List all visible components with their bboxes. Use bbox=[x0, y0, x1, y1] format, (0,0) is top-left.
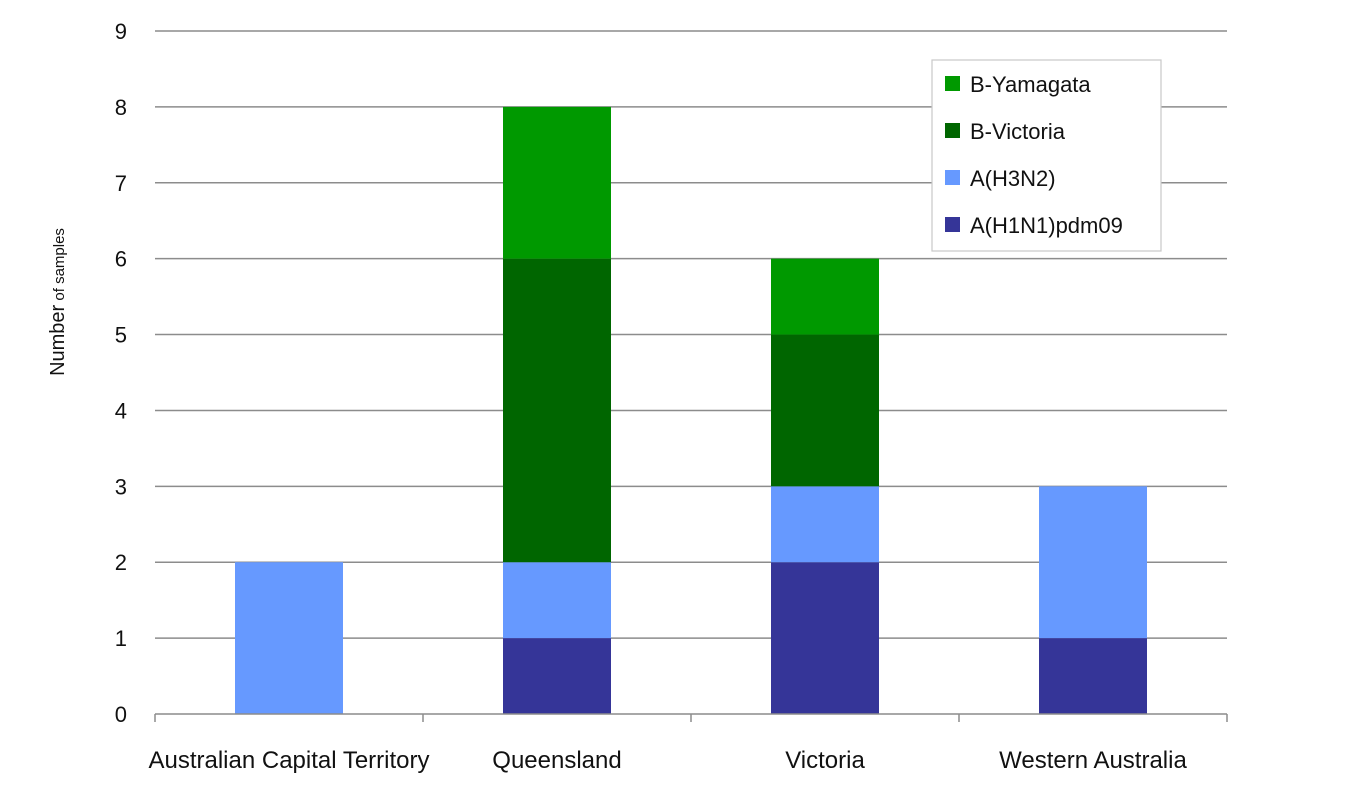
bar-segment bbox=[1039, 638, 1147, 714]
y-tick-label: 8 bbox=[115, 95, 127, 120]
y-tick-label: 7 bbox=[115, 171, 127, 196]
y-tick-label: 2 bbox=[115, 550, 127, 575]
y-axis-title-small: of samples bbox=[51, 228, 68, 305]
y-tick-label: 1 bbox=[115, 626, 127, 651]
legend-box bbox=[931, 59, 1162, 252]
legend-swatch bbox=[945, 76, 960, 91]
legend-swatch bbox=[945, 217, 960, 232]
legend-label: B-Victoria bbox=[970, 119, 1066, 144]
bars bbox=[235, 106, 1147, 714]
x-category-label: Victoria bbox=[785, 747, 865, 774]
y-tick-label: 0 bbox=[115, 702, 127, 727]
legend-label: A(H3N2) bbox=[970, 166, 1056, 191]
bar-segment bbox=[771, 562, 879, 714]
y-tick-label: 6 bbox=[115, 247, 127, 272]
bar-segment bbox=[503, 562, 611, 639]
y-tick-label: 5 bbox=[115, 323, 127, 348]
legend-label: A(H1N1)pdm09 bbox=[970, 213, 1123, 238]
y-axis-title: Number of samples bbox=[47, 228, 69, 376]
legend-swatch bbox=[945, 170, 960, 185]
bar-segment bbox=[771, 486, 879, 563]
bar-segment bbox=[503, 258, 611, 563]
x-axis bbox=[154, 713, 1228, 722]
legend-swatch bbox=[945, 123, 960, 138]
y-tick-label: 3 bbox=[115, 474, 127, 499]
y-axis-title-main: Number bbox=[47, 304, 69, 375]
x-category-label: Western Australia bbox=[999, 747, 1187, 774]
bar-segment bbox=[235, 562, 343, 714]
bar-segment bbox=[771, 258, 879, 335]
bar-segment bbox=[503, 106, 611, 259]
x-category-label: Australian Capital Territory bbox=[148, 747, 429, 774]
legend: B-Yamagata B-Victoria A(H3N2) A(H1N1)pdm09 bbox=[931, 59, 1162, 252]
y-tick-label: 9 bbox=[115, 19, 127, 44]
y-tick-label: 4 bbox=[115, 398, 127, 423]
x-axis-category-labels: Australian Capital Territory Queensland Vi… bbox=[148, 747, 1187, 774]
legend-label: B-Yamagata bbox=[970, 72, 1091, 97]
bar-segment bbox=[771, 334, 879, 487]
y-axis-tick-labels: 0 1 2 3 4 5 6 7 8 9 bbox=[115, 19, 127, 727]
bar-segment bbox=[1039, 486, 1147, 639]
bar-segment bbox=[503, 638, 611, 714]
x-category-label: Queensland bbox=[492, 747, 621, 774]
